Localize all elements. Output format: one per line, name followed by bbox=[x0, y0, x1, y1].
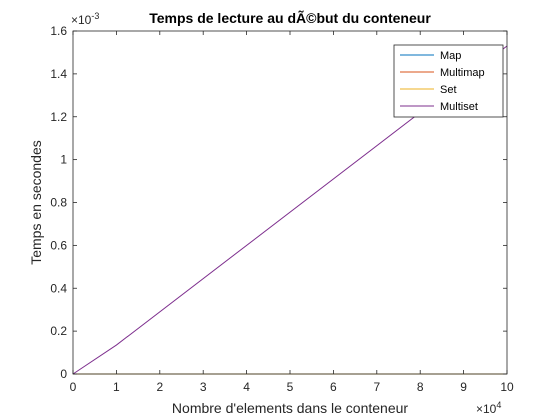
x-tick-label: 4 bbox=[243, 380, 250, 394]
x-tick-label: 10 bbox=[500, 380, 514, 394]
x-exponent-power: 4 bbox=[496, 400, 501, 410]
y-exponent-base: ×10 bbox=[71, 13, 92, 27]
legend-label-multimap: Multimap bbox=[440, 67, 485, 79]
x-tick-label: 8 bbox=[417, 380, 424, 394]
x-tick-label: 5 bbox=[287, 380, 294, 394]
x-tick-label: 2 bbox=[156, 380, 163, 394]
y-tick-label: 1.4 bbox=[50, 67, 67, 81]
legend-label-set: Set bbox=[440, 84, 457, 96]
series-line-multiset bbox=[72, 45, 508, 375]
y-tick-label: 1.6 bbox=[50, 24, 67, 38]
y-tick-label: 0.6 bbox=[50, 238, 67, 252]
y-axis-label: Temps en secondes bbox=[28, 140, 44, 265]
y-axis-exponent: ×10-3 bbox=[71, 11, 99, 27]
chart-title: Temps de lecture au dÃ©but du conteneur bbox=[149, 9, 431, 26]
y-tick-label: 0 bbox=[60, 367, 67, 381]
y-tick-label: 1.2 bbox=[50, 110, 67, 124]
x-tick-label: 7 bbox=[373, 380, 380, 394]
x-axis-exponent: ×104 bbox=[476, 400, 501, 416]
legend-label-map: Map bbox=[440, 50, 461, 62]
x-tick-label: 6 bbox=[330, 380, 337, 394]
y-tick-label: 0.2 bbox=[50, 324, 67, 338]
legend[interactable]: Map Multimap Set Multiset bbox=[393, 44, 504, 118]
y-tick-label: 0.4 bbox=[50, 281, 67, 295]
x-tick-label: 1 bbox=[113, 380, 120, 394]
ticks-layer: 0 1 2 3 4 5 6 7 8 9 10 0 0.2 0.4 0.6 0.8 1 1.2 1.4 1.6 bbox=[50, 24, 514, 394]
x-tick-label: 9 bbox=[460, 380, 467, 394]
legend-box bbox=[393, 44, 504, 118]
legend-label-multiset: Multiset bbox=[440, 101, 478, 113]
x-tick-label: 0 bbox=[70, 380, 77, 394]
x-axis-label: Nombre d'elements dans le conteneur bbox=[172, 400, 408, 416]
x-tick-label: 3 bbox=[200, 380, 207, 394]
x-exponent-base: ×10 bbox=[476, 402, 497, 416]
y-tick-label: 0.8 bbox=[50, 196, 67, 210]
y-tick-label: 1 bbox=[60, 153, 67, 167]
y-exponent-power: -3 bbox=[91, 11, 99, 21]
